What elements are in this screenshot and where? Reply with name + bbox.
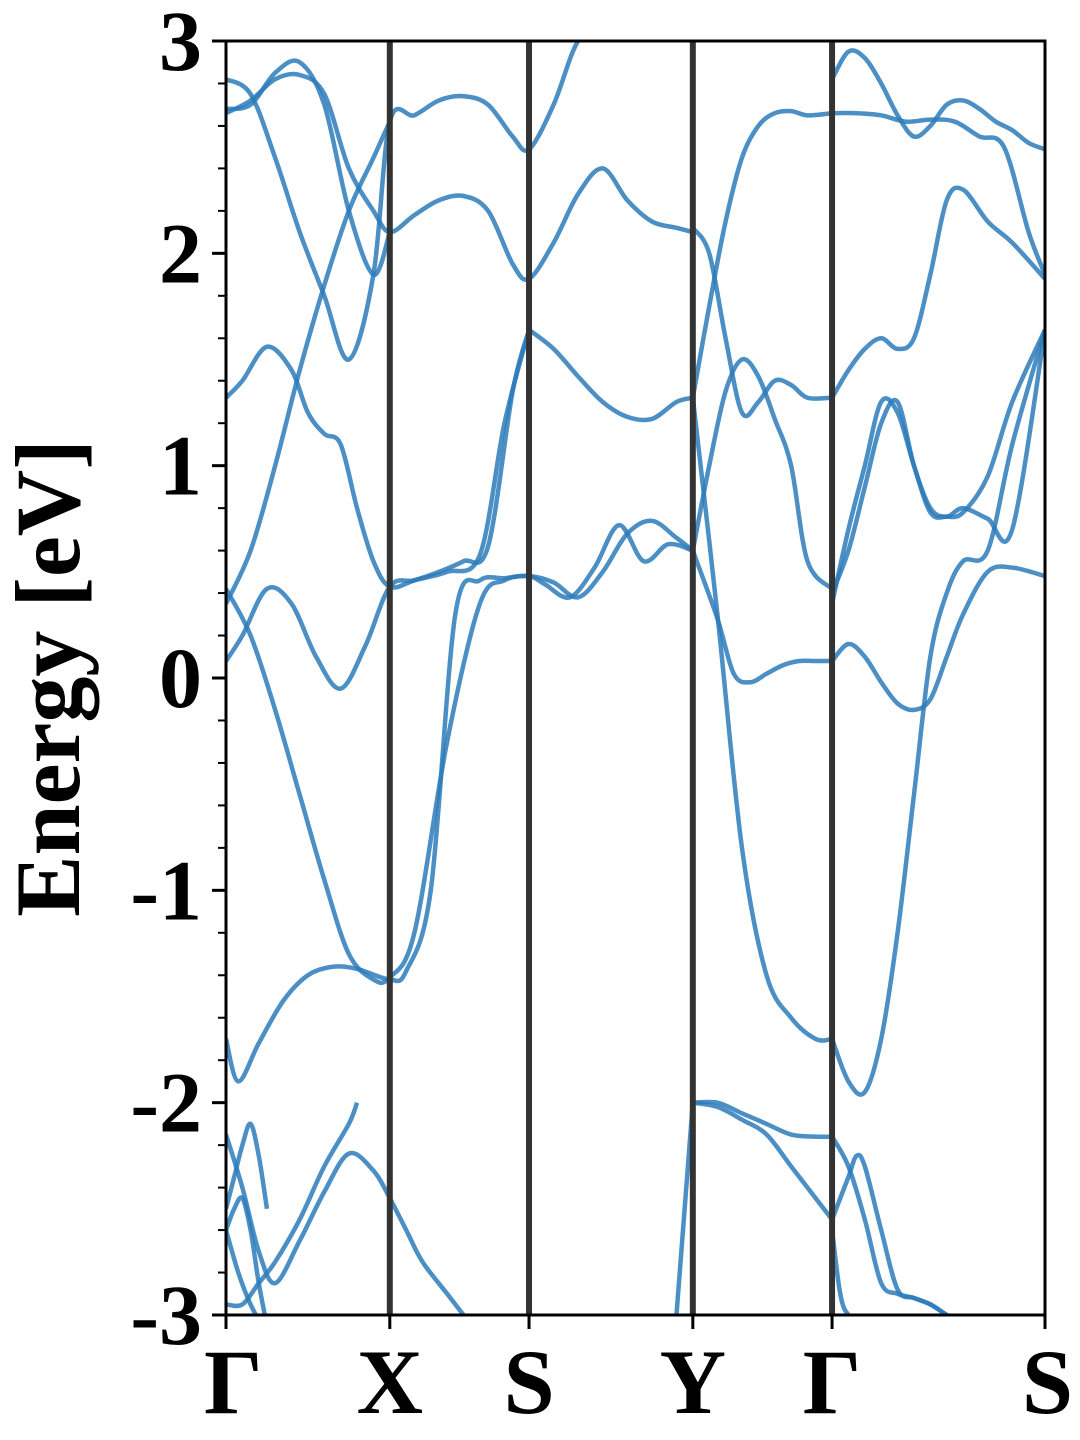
band-line-4 (226, 120, 392, 605)
y-tick-label: -1 (130, 842, 202, 938)
band-line-5 (226, 329, 532, 590)
x-tick-label: S (1022, 1331, 1073, 1433)
band-line-2 (226, 518, 695, 986)
band-line-30 (226, 1101, 360, 1309)
y-tick-label: 3 (159, 0, 202, 89)
band-line-29 (226, 1229, 259, 1315)
band-line-15 (830, 564, 1045, 713)
x-tick-label: Γ (204, 1331, 263, 1433)
y-tick-label: 0 (159, 630, 202, 726)
band-line-10 (690, 356, 834, 591)
band-line-3 (226, 329, 532, 691)
y-tick-label: -3 (130, 1267, 202, 1363)
band-line-16 (829, 329, 1045, 1097)
band-line-11 (690, 108, 833, 399)
band-line-19 (830, 185, 1045, 399)
band-line-12 (690, 226, 833, 419)
band-line-8 (226, 58, 392, 277)
x-tick-label: Γ (803, 1331, 862, 1433)
x-tick-label: S (503, 1331, 554, 1433)
band-line-9 (527, 327, 694, 423)
band-line-22 (692, 1099, 833, 1140)
y-tick-label: 2 (159, 205, 202, 301)
band-line-23 (692, 1100, 834, 1221)
band-line-21 (830, 48, 1045, 152)
x-tick-label: Y (660, 1331, 726, 1433)
band-line-27 (829, 1229, 852, 1315)
y-axis-title: Energy [eV] (0, 439, 99, 917)
y-axis-ticks: -3 -2 -1 0 1 2 3 (130, 0, 226, 1363)
band-line-26 (829, 1152, 951, 1315)
band-line-31 (226, 1121, 270, 1210)
y-tick-label: -2 (130, 1055, 202, 1151)
band-line-32 (226, 1195, 268, 1315)
band-line-18 (829, 328, 1045, 605)
band-line-20 (832, 110, 1045, 276)
high-symmetry-dividers (386, 41, 836, 1315)
band-line-1 (226, 522, 694, 1084)
band-line-6 (226, 71, 694, 282)
band-line-28 (226, 1133, 467, 1315)
band-line-14 (690, 397, 833, 1043)
band-line-7 (226, 41, 582, 362)
y-tick-label: 1 (159, 418, 202, 514)
x-tick-label: X (357, 1331, 423, 1433)
band-lines (226, 41, 1045, 1315)
